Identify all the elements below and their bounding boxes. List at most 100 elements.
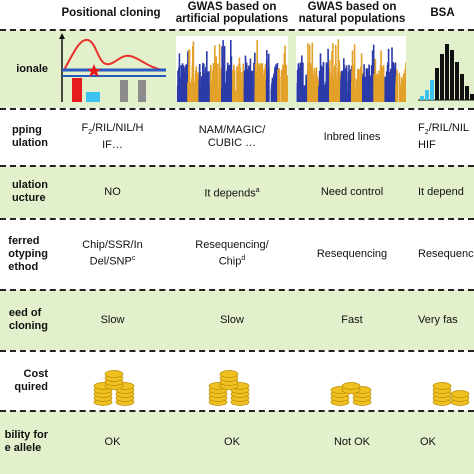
manhattan-stripe <box>221 88 223 102</box>
cell-genotyping-bsa: Resequenc <box>418 247 474 260</box>
manhattan-stripe <box>201 83 204 102</box>
manhattan-stripe <box>355 92 357 102</box>
manhattan-stripe <box>324 90 327 102</box>
manhattan-stripe <box>202 73 205 102</box>
manhattan-stripe <box>222 40 224 102</box>
label-speed-of-cloning: eed of cloning <box>8 307 48 332</box>
manhattan-stripe <box>351 50 354 102</box>
manhattan-stripe <box>237 70 239 102</box>
manhattan-stripe <box>374 69 376 102</box>
manhattan-stripe <box>249 58 252 102</box>
cell-structure-gwas-artificial: It dependsa <box>204 186 260 200</box>
manhattan-stripe <box>254 63 257 102</box>
manhattan-stripe <box>384 76 386 102</box>
manhattan-stripe <box>182 79 184 102</box>
cell-genotyping-gwas-artificial: Resequencing/ Chipd <box>195 239 269 268</box>
manhattan-stripe <box>371 50 374 102</box>
manhattan-stripe <box>210 64 212 102</box>
manhattan-stripe <box>253 66 256 102</box>
manhattan-stripe <box>297 89 299 102</box>
manhattan-stripe <box>236 66 238 102</box>
separator-5 <box>0 289 474 291</box>
manhattan-stripe <box>300 87 303 102</box>
manhattan-stripe <box>218 81 221 102</box>
manhattan-stripe <box>278 70 280 102</box>
manhattan-stripe <box>189 82 192 102</box>
manhattan-stripe <box>264 77 266 102</box>
manhattan-stripe <box>296 69 299 102</box>
manhattan-stripe <box>320 65 322 102</box>
manhattan-stripe <box>251 70 254 102</box>
manhattan-stripe <box>270 89 273 102</box>
qtl-mapping-icon <box>59 33 166 102</box>
manhattan-stripe <box>273 74 276 102</box>
manhattan-stripe <box>217 88 220 102</box>
coin-stack-icon <box>93 370 135 406</box>
manhattan-stripe <box>321 67 323 102</box>
manhattan-stripe <box>208 71 210 102</box>
manhattan-stripe <box>395 76 398 102</box>
manhattan-stripe <box>228 65 230 102</box>
manhattan-stripe <box>363 64 365 102</box>
manhattan-stripe <box>311 63 313 102</box>
manhattan-stripe <box>336 88 339 102</box>
manhattan-stripe <box>349 81 351 102</box>
manhattan-stripe <box>218 44 221 102</box>
manhattan-stripe <box>242 63 244 102</box>
manhattan-stripe <box>331 51 333 102</box>
label-cost-required: Cost quired <box>14 367 48 393</box>
manhattan-stripe <box>299 76 301 102</box>
separator-2 <box>0 108 474 110</box>
manhattan-stripe <box>314 81 316 102</box>
cell-structure-bsa: It depend <box>418 185 464 198</box>
manhattan-stripe <box>267 59 270 102</box>
header-positional-cloning: Positional cloning <box>61 7 161 19</box>
manhattan-stripe <box>398 86 401 102</box>
row-speed-bg <box>0 290 474 350</box>
manhattan-stripe <box>309 72 312 102</box>
row-population-structure-bg <box>0 166 474 218</box>
cell-applicability-positional: OK <box>104 435 121 448</box>
manhattan-stripe <box>240 91 243 102</box>
cell-speed-bsa: Very fas <box>418 313 458 326</box>
manhattan-stripe <box>266 82 269 102</box>
manhattan-stripe <box>179 87 181 102</box>
manhattan-stripe <box>284 62 287 102</box>
separator-4 <box>0 218 474 220</box>
cell-applicability-gwas-artificial: OK <box>224 435 240 448</box>
cell-mapping-bsa: F2/RIL/NIL HIF <box>418 121 469 152</box>
manhattan-stripe <box>259 63 262 102</box>
manhattan-stripe <box>199 91 201 102</box>
cell-genotyping-positional: Chip/SSR/In Del/SNPc <box>82 239 143 268</box>
manhattan-stripe <box>371 84 373 102</box>
manhattan-stripe <box>370 65 373 102</box>
manhattan-stripe <box>275 70 278 102</box>
manhattan-stripe <box>242 83 244 102</box>
manhattan-stripe <box>194 84 197 102</box>
manhattan-stripe <box>261 63 264 102</box>
coin <box>341 382 361 390</box>
manhattan-stripe <box>382 87 385 102</box>
manhattan-stripe <box>365 88 367 102</box>
manhattan-stripe <box>343 73 345 102</box>
manhattan-stripe <box>308 44 311 102</box>
label-genotyping-method: ferred otyping ethod <box>8 234 48 273</box>
manhattan-stripe <box>356 79 358 102</box>
manhattan-stripe <box>301 64 303 102</box>
manhattan-stripe <box>327 77 330 102</box>
manhattan-stripe <box>313 76 315 102</box>
manhattan-stripe <box>184 68 187 102</box>
manhattan-stripe <box>344 68 347 102</box>
manhattan-stripe <box>247 65 250 102</box>
bsa-histogram-icon <box>418 44 474 101</box>
label-population-structure: ulation ucture <box>11 179 48 204</box>
manhattan-stripe <box>297 70 300 102</box>
manhattan-stripe <box>360 88 363 102</box>
manhattan-stripe <box>240 79 242 102</box>
manhattan-stripe <box>372 89 374 102</box>
cell-mapping-gwas-natural: Inbred lines <box>323 130 381 143</box>
separator-3 <box>0 165 474 167</box>
coin <box>104 370 124 378</box>
coin <box>432 382 452 390</box>
manhattan-stripe <box>382 71 384 102</box>
